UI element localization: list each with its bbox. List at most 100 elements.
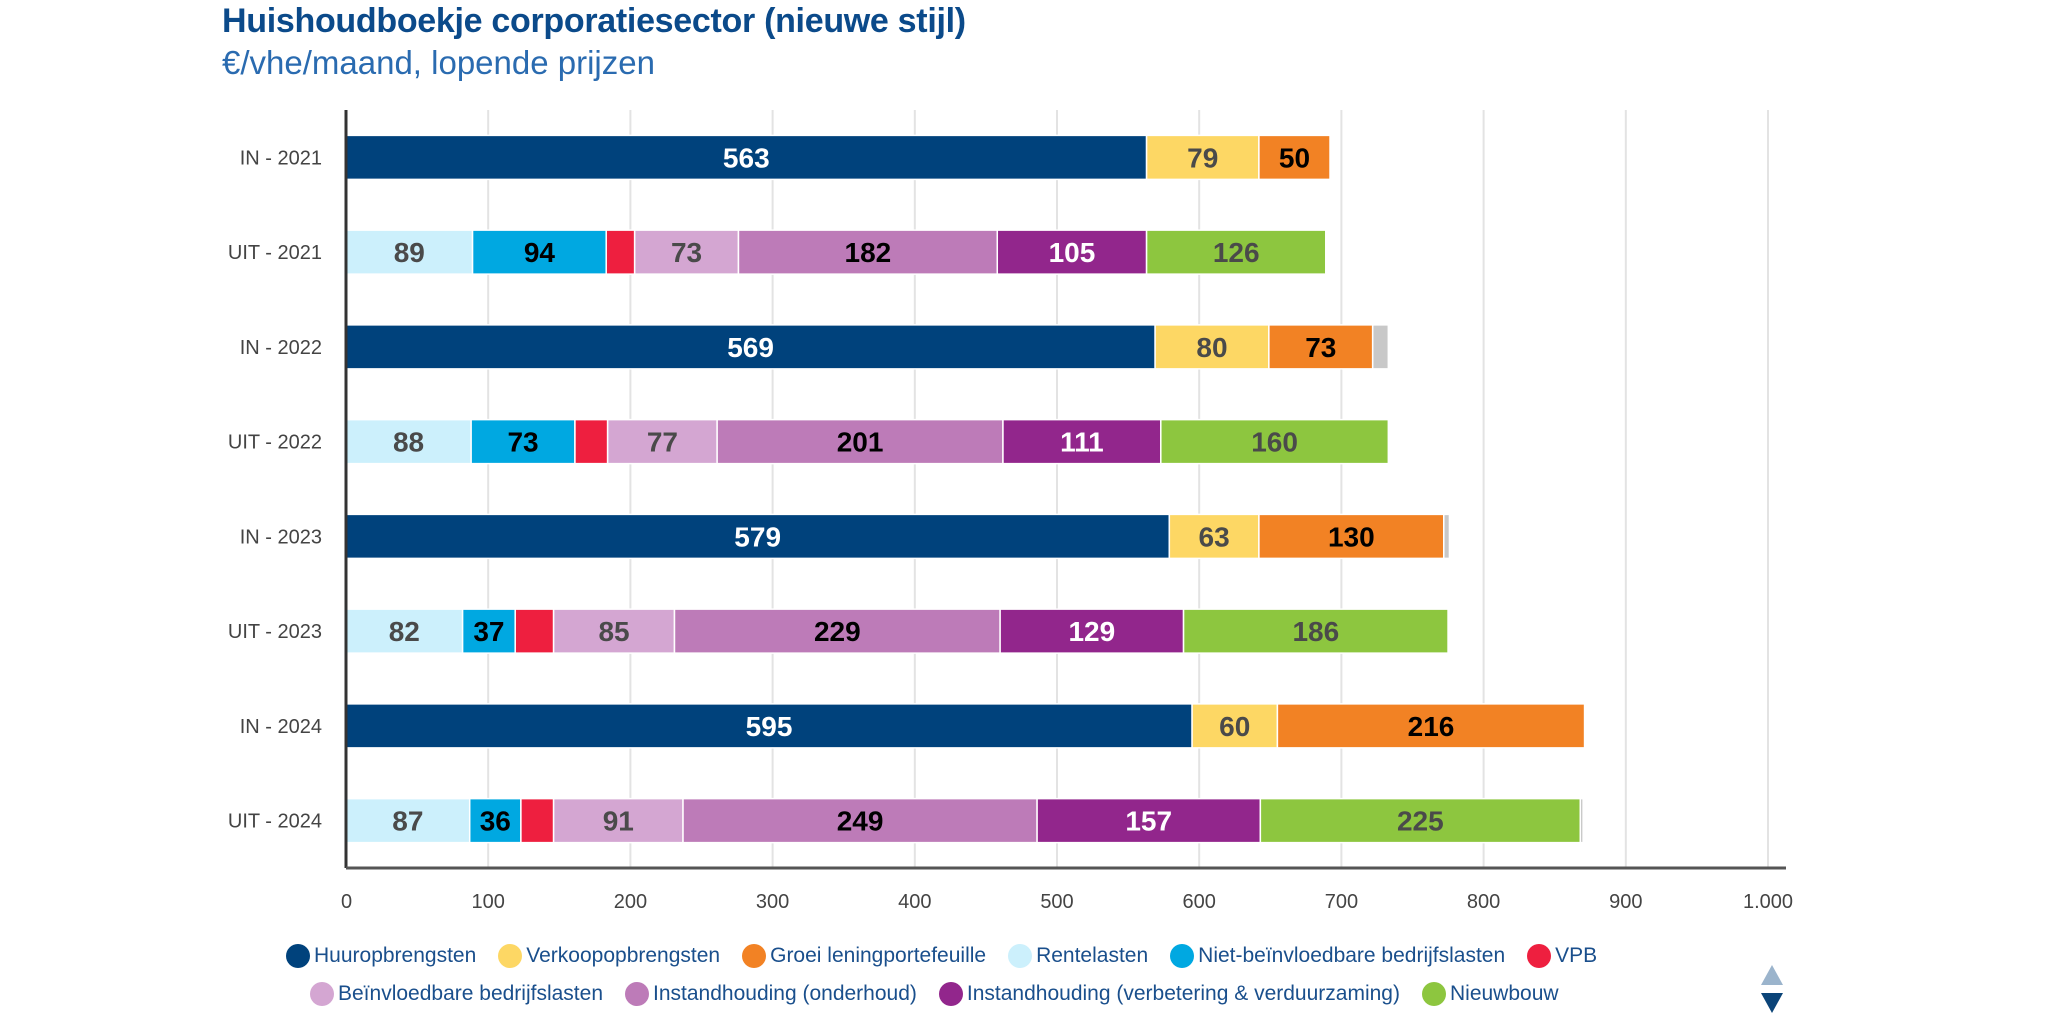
bar-segment [461, 608, 516, 654]
legend-swatch-icon [742, 944, 767, 968]
legend-item[interactable]: Huuropbrengsten [286, 944, 476, 968]
legend-page-up-icon[interactable] [1761, 965, 1783, 985]
data-label: 63 [1199, 521, 1230, 552]
bar-segment [345, 608, 464, 654]
chart-subtitle: €/vhe/maand, lopende prijzen [222, 44, 655, 81]
data-label: 79 [1187, 142, 1218, 173]
data-label: 130 [1328, 521, 1375, 552]
bar-segment [682, 797, 1038, 844]
y-category-label: UIT - 2023 [228, 621, 322, 643]
data-label: 157 [1125, 806, 1172, 837]
data-label: 229 [814, 616, 861, 647]
legend-swatch-icon [938, 982, 963, 1006]
legend-label: Niet-beïnvloedbare bedrijfslasten [1198, 944, 1506, 967]
data-label: 126 [1213, 237, 1260, 268]
x-tick-label: 800 [1467, 891, 1500, 913]
data-label: 60 [1219, 711, 1250, 742]
bar-segment [1579, 797, 1584, 844]
legend-swatch-icon [1527, 944, 1552, 968]
legend-swatch-icon [1008, 944, 1033, 968]
legend-page-down-icon[interactable] [1761, 993, 1783, 1013]
data-label: 569 [727, 332, 774, 363]
bar-segment [345, 324, 1156, 370]
legend-label: Beïnvloedbare bedrijfslasten [338, 982, 604, 1005]
data-label: 94 [524, 237, 556, 268]
bar-segment [574, 418, 609, 465]
legend-item[interactable]: Instandhouding (onderhoud) [625, 982, 917, 1006]
x-tick-label: 400 [898, 891, 931, 913]
x-tick-label: 700 [1325, 891, 1358, 913]
data-label: 105 [1049, 237, 1096, 268]
legend-label: Instandhouding (onderhoud) [653, 982, 917, 1005]
legend-item[interactable]: Verkoopopbrengsten [498, 944, 720, 968]
data-label: 563 [723, 142, 770, 173]
legend-label: Rentelasten [1036, 944, 1149, 967]
legend-swatch-icon [625, 982, 650, 1006]
data-label: 36 [480, 806, 511, 837]
data-label: 80 [1196, 332, 1227, 363]
stacked-bar-chart: 0 100 200 300 400 500 600 700 800 900 1.000 IN - 20… [228, 110, 1793, 913]
legend-item[interactable]: Instandhouding (verbetering & verduurzam… [938, 982, 1400, 1006]
legend-swatch-icon [498, 944, 523, 968]
bar-segment [1182, 608, 1449, 654]
data-label: 89 [394, 237, 425, 268]
bar-segment [1145, 134, 1260, 181]
legend-item[interactable]: Niet-beïnvloedbare bedrijfslasten [1170, 944, 1505, 968]
bar-segment [999, 608, 1185, 654]
legend-label: Groei leningportefeuille [770, 944, 987, 967]
bar-segment [468, 797, 522, 844]
y-category-label: UIT - 2022 [228, 432, 322, 454]
data-label: 225 [1397, 806, 1444, 837]
legend-row: Beïnvloedbare bedrijfslasten Instandhoudi… [310, 982, 1559, 1006]
legend-item[interactable]: Groei leningportefeuille [742, 944, 986, 968]
data-label: 87 [392, 806, 423, 837]
y-category-label: IN - 2024 [240, 716, 322, 738]
data-label: 73 [671, 237, 702, 268]
x-tick-label: 900 [1609, 891, 1642, 913]
bar-segment [514, 608, 555, 654]
bar-segment [345, 134, 1148, 181]
bar-segment [471, 229, 607, 275]
bar-segment [633, 229, 740, 275]
chart-title: Huishoudboekje corporatiesector (nieuwe … [222, 2, 966, 40]
data-label: 249 [837, 806, 884, 837]
data-label: 160 [1251, 427, 1298, 458]
y-category-label: IN - 2022 [240, 337, 322, 359]
x-tick-label: 300 [756, 891, 789, 913]
x-tick-label: 1.000 [1743, 891, 1793, 913]
bar-segment [1276, 703, 1586, 749]
legend-swatch-icon [310, 982, 334, 1006]
data-label: 182 [845, 237, 892, 268]
legend-swatch-icon [1170, 944, 1195, 968]
bar-segment [1160, 418, 1390, 465]
data-label: 216 [1408, 711, 1455, 742]
legend-item[interactable]: VPB [1527, 944, 1597, 968]
legend-swatch-icon [1421, 982, 1446, 1006]
data-label: 129 [1068, 616, 1115, 647]
y-category-label: IN - 2023 [240, 526, 322, 548]
data-label: 73 [1305, 332, 1336, 363]
legend-row: Huuropbrengsten Verkoopopbrengsten Groei l… [286, 944, 1597, 968]
x-tick-label: 100 [472, 891, 505, 913]
bar-segment [1259, 797, 1582, 844]
y-category-label: UIT - 2021 [228, 242, 322, 264]
bar-segment [345, 703, 1193, 749]
data-label: 91 [603, 806, 634, 837]
bar-segment [1168, 513, 1260, 560]
legend-item[interactable]: Nieuwbouw [1421, 982, 1559, 1006]
bar-segment [470, 418, 576, 465]
bar-segment [1371, 324, 1390, 370]
legend-label: Nieuwbouw [1449, 982, 1559, 1005]
x-tick-label: 600 [1183, 891, 1216, 913]
data-label: 77 [647, 427, 678, 458]
legend-item[interactable]: Rentelasten [1008, 944, 1148, 968]
data-label: 111 [1060, 427, 1104, 458]
bar-segment [520, 797, 555, 844]
bar-segment [996, 229, 1148, 275]
bar-segment [1443, 513, 1451, 560]
data-label: 201 [837, 427, 884, 458]
data-label: 595 [746, 711, 793, 742]
data-label: 88 [393, 427, 424, 458]
legend-item[interactable]: Beïnvloedbare bedrijfslasten [310, 982, 603, 1006]
bar-segment [1145, 229, 1327, 275]
